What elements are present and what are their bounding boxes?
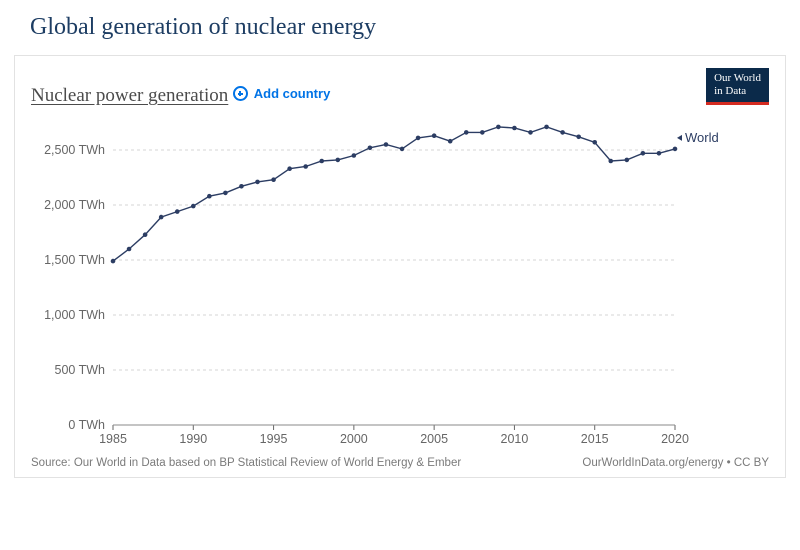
data-point[interactable] [336,158,341,163]
data-point[interactable] [352,153,357,158]
footer-attribution: OurWorldInData.org/energy • CC BY [582,457,769,469]
data-point[interactable] [448,139,453,144]
data-point[interactable] [560,130,565,135]
data-point[interactable] [673,147,678,152]
chart-footer: Source: Our World in Data based on BP St… [31,457,769,469]
page-title: Global generation of nuclear energy [0,0,800,55]
badge-line1: Our World [714,72,761,85]
chart-title-link[interactable]: Nuclear power generation [31,85,228,106]
series-endcap-icon [677,135,682,141]
y-tick-label: 1,000 TWh [44,308,105,322]
x-tick-label: 2000 [340,432,368,446]
data-point[interactable] [255,180,260,185]
data-point[interactable] [576,135,581,140]
data-point[interactable] [287,166,292,171]
data-point[interactable] [175,209,180,214]
data-point[interactable] [191,204,196,209]
series-label[interactable]: World [685,130,719,145]
data-point[interactable] [319,159,324,164]
chart-card: Nuclear power generation Our World in Da… [14,55,786,478]
data-point[interactable] [400,147,405,152]
data-point[interactable] [608,159,613,164]
data-point[interactable] [416,136,421,141]
x-tick-label: 2020 [661,432,689,446]
data-point[interactable] [641,151,646,156]
badge-line2: in Data [714,85,761,98]
data-point[interactable] [271,177,276,182]
chart-svg: 0 TWh 500 TWh 1,000 TWh 1,500 TWh 2,000 TWh 2… [31,111,731,451]
plus-circle-icon [233,86,248,101]
data-point[interactable] [223,191,228,196]
owid-badge[interactable]: Our World in Data [706,68,769,105]
x-tick-label: 2010 [501,432,529,446]
data-point[interactable] [512,126,517,131]
data-point[interactable] [207,194,212,199]
data-point[interactable] [464,130,469,135]
data-point[interactable] [127,247,132,252]
data-point[interactable] [657,151,662,156]
x-tick-label: 1995 [260,432,288,446]
chart-plot: 0 TWh 500 TWh 1,000 TWh 1,500 TWh 2,000 TWh 2… [31,111,769,451]
data-point[interactable] [592,140,597,145]
data-point[interactable] [432,133,437,138]
add-country-label: Add country [254,86,331,101]
y-tick-label: 2,000 TWh [44,198,105,212]
y-tick-label: 500 TWh [55,363,106,377]
x-tick-label: 1990 [179,432,207,446]
y-tick-label: 0 TWh [68,418,105,432]
add-country-button[interactable]: Add country [233,86,331,101]
data-point[interactable] [496,125,501,130]
footer-source: Source: Our World in Data based on BP St… [31,457,461,469]
y-tick-label: 1,500 TWh [44,253,105,267]
x-tick-label: 1985 [99,432,127,446]
series-line-world[interactable] [113,127,675,261]
data-point[interactable] [368,146,373,151]
data-point[interactable] [528,130,533,135]
data-point[interactable] [111,259,116,264]
data-point[interactable] [625,158,630,163]
y-tick-label: 2,500 TWh [44,143,105,157]
data-point[interactable] [303,164,308,169]
x-tick-label: 2005 [420,432,448,446]
data-point[interactable] [159,215,164,220]
data-point[interactable] [480,130,485,135]
x-tick-label: 2015 [581,432,609,446]
data-point[interactable] [384,142,389,147]
data-point[interactable] [544,125,549,130]
data-point[interactable] [239,184,244,189]
data-point[interactable] [143,232,148,237]
